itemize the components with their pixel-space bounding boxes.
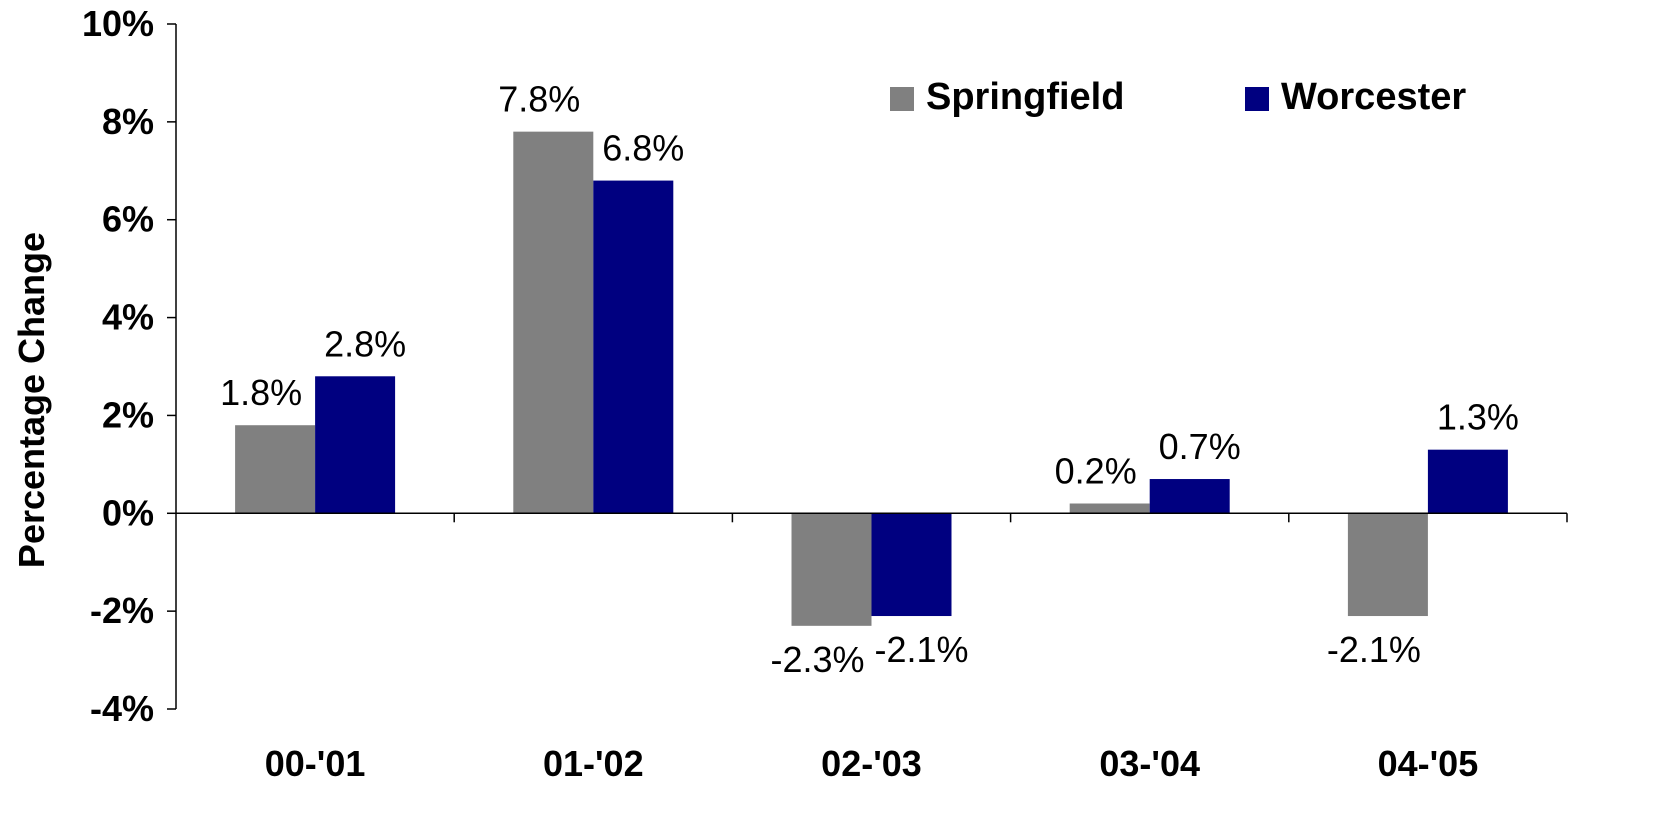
data-label-worcester-1: 6.8% [602, 128, 684, 169]
x-category-label: 01-'02 [543, 743, 644, 784]
x-category-label: 00-'01 [265, 743, 366, 784]
y-tick-label: 0% [102, 492, 154, 533]
y-tick-label: -2% [90, 590, 154, 631]
y-tick-label: -4% [90, 688, 154, 729]
x-category-label: 03-'04 [1099, 743, 1200, 784]
legend-swatch-springfield [890, 87, 914, 111]
y-tick-label: 10% [82, 3, 154, 44]
y-axis-title: Percentage Change [11, 232, 52, 568]
y-tick-label: 8% [102, 101, 154, 142]
data-label-springfield-3: 0.2% [1055, 451, 1137, 492]
y-tick-label: 2% [102, 394, 154, 435]
bar-worcester-4 [1427, 449, 1508, 514]
data-label-worcester-3: 0.7% [1159, 426, 1241, 467]
bar-springfield-4 [1347, 513, 1428, 617]
data-label-springfield-0: 1.8% [220, 372, 302, 413]
bar-springfield-1 [513, 131, 594, 514]
x-category-label: 02-'03 [821, 743, 922, 784]
data-label-worcester-0: 2.8% [324, 323, 406, 364]
legend-swatch-worcester [1245, 87, 1269, 111]
legend: Springfield Worcester [890, 76, 1466, 118]
legend-label-worcester: Worcester [1281, 76, 1466, 118]
y-tick-label: 4% [102, 297, 154, 338]
bar-worcester-2 [871, 513, 952, 617]
data-label-springfield-4: -2.1% [1327, 629, 1421, 670]
data-label-worcester-2: -2.1% [874, 629, 968, 670]
data-label-springfield-2: -2.3% [770, 639, 864, 680]
y-tick-label: 6% [102, 199, 154, 240]
data-label-worcester-4: 1.3% [1437, 397, 1519, 438]
bar-worcester-0 [315, 376, 396, 514]
bar-springfield-2 [791, 513, 872, 626]
bar-worcester-1 [593, 180, 674, 514]
bar-springfield-3 [1069, 503, 1150, 514]
bar-springfield-0 [235, 425, 316, 514]
data-label-springfield-1: 7.8% [498, 79, 580, 120]
x-category-label: 04-'05 [1378, 743, 1479, 784]
legend-label-springfield: Springfield [926, 76, 1124, 118]
bar-worcester-3 [1149, 479, 1230, 514]
